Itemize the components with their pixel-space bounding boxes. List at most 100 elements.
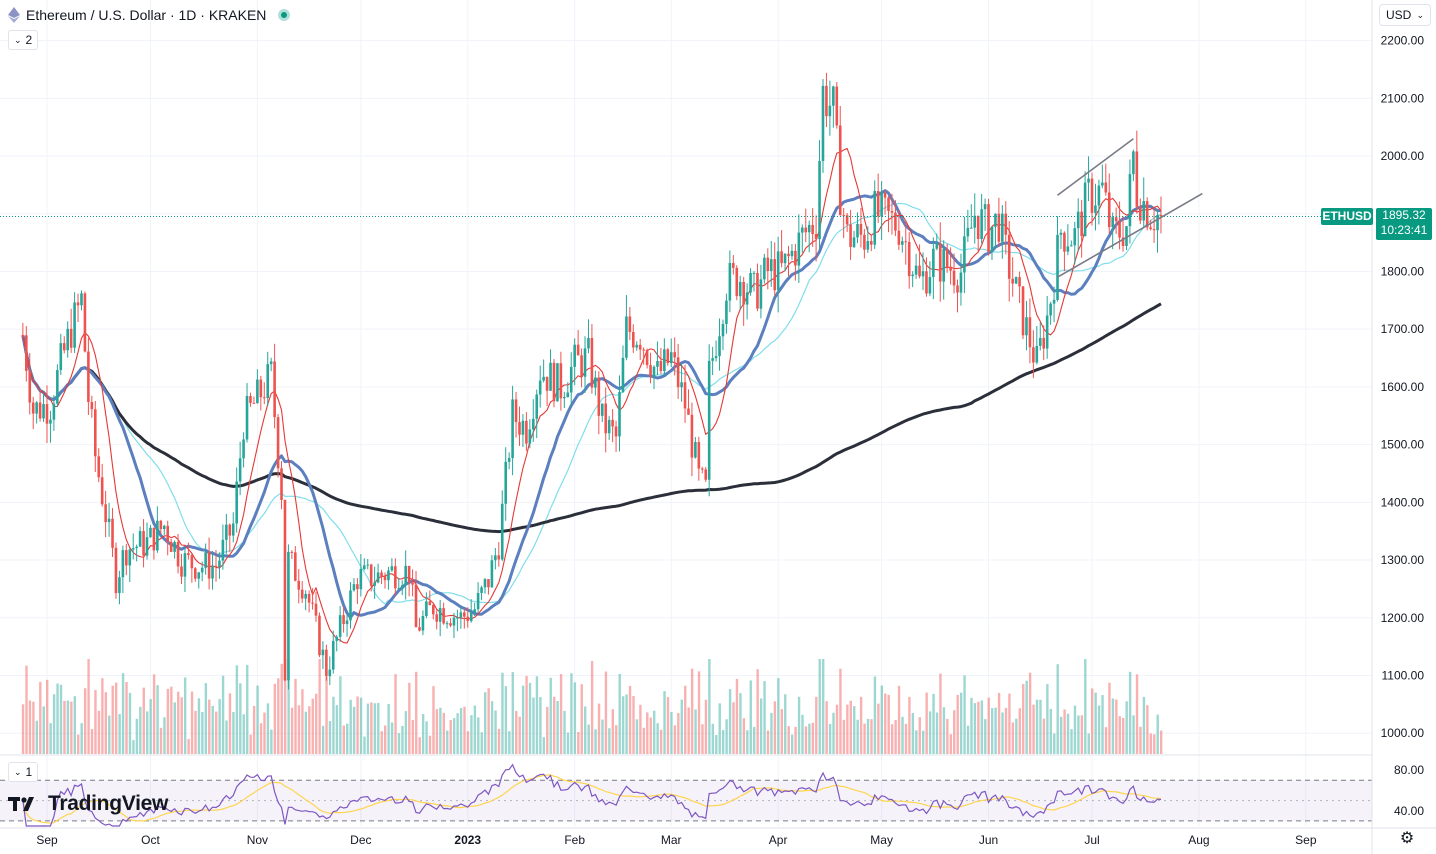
volume-bar: [401, 725, 404, 754]
chevron-down-icon: ⌄: [14, 34, 22, 45]
currency-select[interactable]: USD ⌄: [1379, 4, 1431, 26]
bar-countdown: 10:23:41: [1380, 223, 1428, 237]
candle-body: [221, 539, 225, 561]
volume-bar: [1108, 682, 1111, 754]
volume-bar: [652, 710, 656, 754]
candle: [87, 337, 90, 416]
candle: [814, 215, 818, 262]
ma-mid-line: [21, 189, 1162, 619]
candle-body: [245, 396, 249, 440]
volume-bar: [152, 674, 156, 754]
volume-bar: [466, 731, 470, 754]
candle-body: [649, 365, 652, 377]
candle-body: [197, 572, 201, 579]
rsi-pane[interactable]: 80.00 40.00: [0, 763, 1424, 827]
candle-body: [449, 623, 452, 626]
tradingview-logo-icon: [8, 797, 34, 811]
candle: [821, 79, 825, 173]
candle: [252, 396, 256, 404]
volume-bar: [277, 678, 280, 754]
volume-bar: [142, 687, 145, 754]
indicators-toggle-button[interactable]: ⌄ 2: [8, 30, 39, 50]
candle-body: [21, 334, 25, 336]
candle: [362, 558, 366, 571]
candle: [904, 219, 908, 265]
volume-bar: [987, 697, 990, 754]
candle-body: [428, 601, 432, 606]
volume-bar: [615, 725, 618, 754]
tradingview-logo[interactable]: TradingView: [8, 792, 168, 816]
candle-body: [821, 85, 825, 162]
candle-body: [431, 605, 435, 615]
volume-bar: [808, 723, 811, 754]
candle: [694, 437, 697, 459]
market-open-icon[interactable]: [278, 9, 291, 21]
candle-body: [1025, 317, 1028, 336]
volume-bar: [187, 739, 190, 754]
candle-body: [83, 293, 87, 352]
volume-bar: [21, 704, 25, 754]
candle-body: [487, 579, 490, 588]
candle-body: [173, 541, 176, 552]
candle-body: [945, 249, 949, 268]
volume-bar: [66, 700, 70, 754]
gear-icon[interactable]: ⚙: [1399, 830, 1415, 847]
candle: [90, 395, 94, 418]
candle: [1052, 286, 1056, 323]
candle: [104, 490, 107, 538]
symbol-title[interactable]: Ethereum / U.S. Dollar · 1D · KRAKEN: [26, 7, 267, 23]
last-price: 1895.32: [1382, 208, 1426, 222]
volume-bar: [1146, 705, 1149, 754]
candle-body: [376, 572, 380, 583]
volume-bar: [835, 704, 839, 754]
candle: [997, 197, 1001, 247]
candle-body: [932, 248, 935, 278]
candle-body: [445, 623, 449, 625]
volume-bar: [394, 674, 397, 754]
candle: [1063, 231, 1066, 272]
trendlines[interactable]: [1057, 138, 1203, 278]
candle-body: [238, 458, 242, 482]
candle: [621, 345, 625, 393]
volume-bar: [125, 681, 128, 754]
rsi-toggle-button[interactable]: ⌄ 1: [8, 762, 39, 782]
candle: [125, 544, 128, 576]
volume-bar: [1008, 693, 1011, 754]
volume-bar: [1142, 696, 1146, 754]
candle-body: [904, 241, 908, 243]
x-tick-label: Dec: [350, 833, 371, 847]
volume-bar: [335, 705, 339, 754]
candle: [983, 198, 987, 231]
candle: [452, 612, 456, 639]
candle: [838, 105, 842, 216]
candle-body: [980, 209, 983, 239]
volume-bar: [646, 712, 649, 754]
candle: [925, 257, 928, 297]
candle-body: [956, 285, 959, 293]
candle-body: [907, 241, 911, 277]
candle-body: [300, 589, 304, 599]
volume-bar: [701, 724, 704, 754]
candle: [628, 306, 632, 341]
candle: [894, 200, 897, 237]
volume-bar: [232, 712, 235, 754]
candle: [300, 581, 304, 604]
volume-bar: [718, 703, 721, 754]
candle: [394, 558, 397, 596]
volume-bar: [294, 678, 297, 754]
volume-bar: [318, 659, 321, 754]
volume-bar: [953, 710, 956, 754]
candle: [321, 641, 325, 670]
candle-body: [466, 616, 470, 622]
candle: [1035, 325, 1039, 365]
candle: [218, 552, 221, 579]
candle-body: [1070, 245, 1073, 247]
volume-bar: [1094, 692, 1097, 754]
candle: [514, 391, 518, 438]
candle-body: [149, 527, 152, 538]
candle-body: [314, 603, 318, 616]
y-tick-label: 1500.00: [1381, 438, 1425, 452]
candle-body: [559, 363, 563, 399]
candle-body: [969, 227, 973, 229]
